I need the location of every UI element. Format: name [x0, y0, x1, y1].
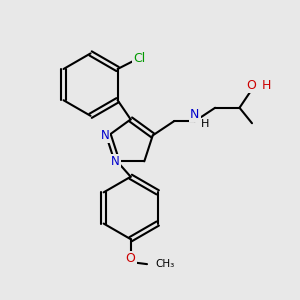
Text: N: N: [190, 108, 200, 121]
Text: N: N: [111, 155, 120, 168]
Text: N: N: [101, 129, 110, 142]
Text: H: H: [201, 119, 209, 129]
Text: O: O: [126, 252, 136, 265]
Text: CH₃: CH₃: [155, 259, 175, 269]
Text: Cl: Cl: [133, 52, 145, 65]
Text: O: O: [247, 79, 256, 92]
Text: H: H: [262, 79, 271, 92]
